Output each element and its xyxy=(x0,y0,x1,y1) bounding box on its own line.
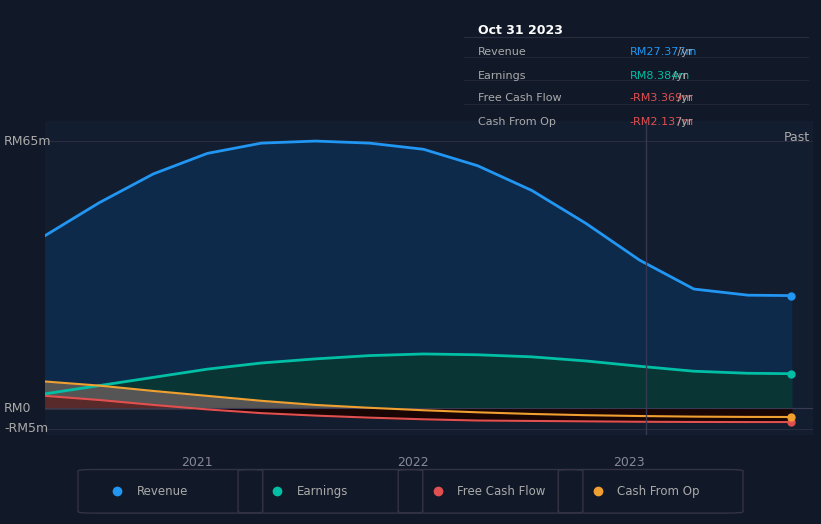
Text: /yr: /yr xyxy=(674,47,693,57)
Text: 2021: 2021 xyxy=(181,456,213,469)
Text: -RM5m: -RM5m xyxy=(4,422,48,435)
Text: -RM3.369m: -RM3.369m xyxy=(630,93,694,103)
Text: /yr: /yr xyxy=(674,93,693,103)
Text: /yr: /yr xyxy=(669,71,688,81)
Text: -RM2.137m: -RM2.137m xyxy=(630,117,694,127)
Text: Free Cash Flow: Free Cash Flow xyxy=(457,485,546,498)
Text: Earnings: Earnings xyxy=(478,71,526,81)
Text: Revenue: Revenue xyxy=(478,47,526,57)
Text: RM8.384m: RM8.384m xyxy=(630,71,690,81)
Text: Past: Past xyxy=(784,131,810,144)
Text: RM65m: RM65m xyxy=(4,135,52,148)
Text: Cash From Op: Cash From Op xyxy=(617,485,699,498)
Text: 2022: 2022 xyxy=(397,456,429,469)
Text: 2023: 2023 xyxy=(613,456,644,469)
Text: /yr: /yr xyxy=(674,117,693,127)
Text: Oct 31 2023: Oct 31 2023 xyxy=(478,24,562,37)
Text: RM0: RM0 xyxy=(4,402,31,414)
Text: Revenue: Revenue xyxy=(137,485,189,498)
Text: Free Cash Flow: Free Cash Flow xyxy=(478,93,562,103)
Text: Cash From Op: Cash From Op xyxy=(478,117,556,127)
Text: Earnings: Earnings xyxy=(297,485,349,498)
Text: RM27.377m: RM27.377m xyxy=(630,47,697,57)
